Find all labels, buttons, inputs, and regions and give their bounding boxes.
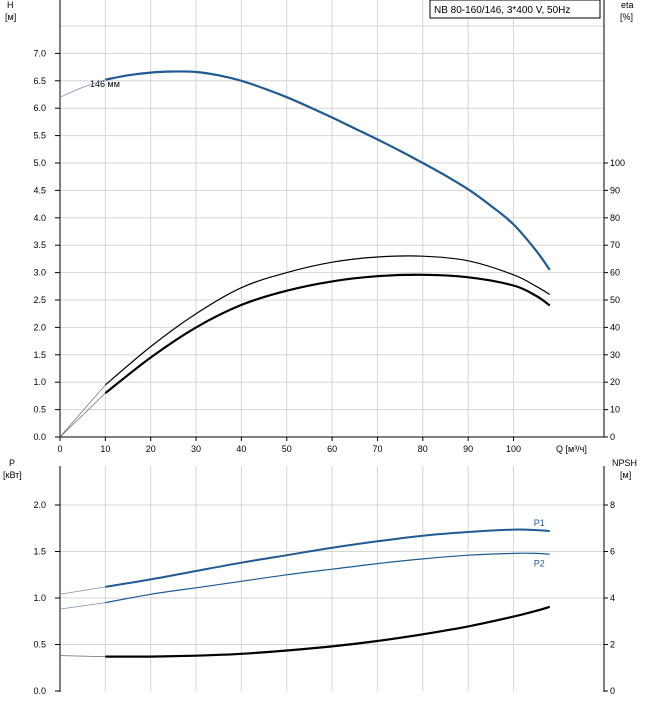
npsh-tick-label: 2	[610, 640, 615, 650]
eta-tick-label: 60	[610, 268, 620, 278]
eta-tick-label: 80	[610, 213, 620, 223]
series-label-p2: P2	[534, 558, 545, 568]
x-tick-label: 20	[146, 444, 156, 454]
h-axis-label-line1: H	[7, 0, 14, 10]
x-tick-label: 50	[282, 444, 292, 454]
efficiency-curve-5	[59, 384, 106, 438]
bottom-curves: P1 P2	[59, 518, 551, 658]
p-axis-label-line2: [кВт]	[3, 470, 22, 480]
power-curve-3	[59, 602, 106, 610]
chart-title: NB 80-160/146, 3*400 V, 50Hz	[434, 5, 570, 16]
eta-tick-label: 30	[610, 350, 620, 360]
eta-tick-label: 20	[610, 377, 620, 387]
x-tick-label: 70	[372, 444, 382, 454]
x-tick-label: 30	[191, 444, 201, 454]
efficiency-curve-2	[104, 255, 551, 386]
p-tick-label: 1.0	[33, 593, 46, 603]
eta-tick-label: 10	[610, 405, 620, 415]
x-tick-label: 10	[100, 444, 110, 454]
h-tick-label: 2.5	[33, 295, 46, 305]
npsh-tick-label: 6	[610, 547, 615, 557]
head-curve-1	[59, 79, 106, 98]
bottom-gridlines	[59, 466, 604, 691]
npsh-tick-label: 0	[610, 686, 615, 696]
power-curve-2	[59, 586, 106, 595]
title-box: NB 80-160/146, 3*400 V, 50Hz	[429, 0, 601, 19]
eta-axis-label-line2: [%]	[620, 12, 633, 22]
npsh-tick-label: 4	[610, 593, 615, 603]
h-tick-label: 4.0	[33, 213, 46, 223]
bottom-tick-labels: 0.0 0.5 1.0 1.5 2.0 0 2 4 6 8	[33, 500, 615, 696]
p-tick-label: 0.5	[33, 640, 46, 650]
x-tick-label: 90	[463, 444, 473, 454]
h-tick-label: 4.5	[33, 185, 46, 195]
h-tick-label: 0.5	[33, 405, 46, 415]
x-tick-label: 0	[57, 444, 62, 454]
p-tick-label: 1.5	[33, 547, 46, 557]
eta-tick-label: 0	[610, 432, 615, 442]
x-axis-label: Q [м³/ч]	[556, 444, 587, 454]
curve-annotation: 146 мм	[90, 79, 120, 89]
x-tick-label: 40	[236, 444, 246, 454]
h-tick-label: 3.5	[33, 240, 46, 250]
h-tick-label: 5.0	[33, 158, 46, 168]
npsh-curve-5	[59, 655, 106, 657]
p-tick-label: 2.0	[33, 500, 46, 510]
eta-tick-label: 40	[610, 322, 620, 332]
series-label-p1: P1	[534, 518, 545, 528]
head-curve-0	[105, 70, 551, 271]
h-axis-label-line2: [м]	[5, 12, 16, 22]
eta-tick-label: 50	[610, 295, 620, 305]
efficiency-curve-4	[59, 392, 106, 438]
npsh-axis-label-line1: NPSH	[612, 458, 637, 468]
h-tick-label: 3.0	[33, 268, 46, 278]
eta-axis-label-line1: eta	[621, 0, 634, 10]
x-tick-label: 80	[418, 444, 428, 454]
h-tick-label: 5.5	[33, 131, 46, 141]
eta-tick-label: 70	[610, 240, 620, 250]
h-tick-label: 6.0	[33, 103, 46, 113]
npsh-axis-label-line2: [м]	[620, 470, 631, 480]
p-axis-label-line1: P	[9, 458, 15, 468]
h-tick-label: 7.0	[33, 48, 46, 58]
x-tick-label: 60	[327, 444, 337, 454]
bottom-plot-area	[59, 466, 605, 692]
h-tick-label: 1.5	[33, 350, 46, 360]
top-tick-labels: 0 10 20 30 40 50 60 70 80 90 1000.00.51.01.52.02.5…	[33, 48, 625, 454]
efficiency-curve-3	[104, 273, 551, 395]
top-plot-area	[59, 0, 605, 438]
eta-tick-label: 90	[610, 185, 620, 195]
npsh-curve-4	[105, 605, 551, 658]
top-curves	[59, 70, 551, 438]
h-tick-label: 6.5	[33, 76, 46, 86]
h-tick-label: 2.0	[33, 322, 46, 332]
h-tick-label: 1.0	[33, 377, 46, 387]
p-tick-label: 0.0	[33, 686, 46, 696]
power-curve-0	[105, 528, 550, 588]
x-tick-label: 100	[506, 444, 521, 454]
eta-tick-label: 100	[610, 158, 625, 168]
h-tick-label: 0.0	[33, 432, 46, 442]
npsh-tick-label: 8	[610, 500, 615, 510]
power-curve-1	[105, 552, 550, 604]
